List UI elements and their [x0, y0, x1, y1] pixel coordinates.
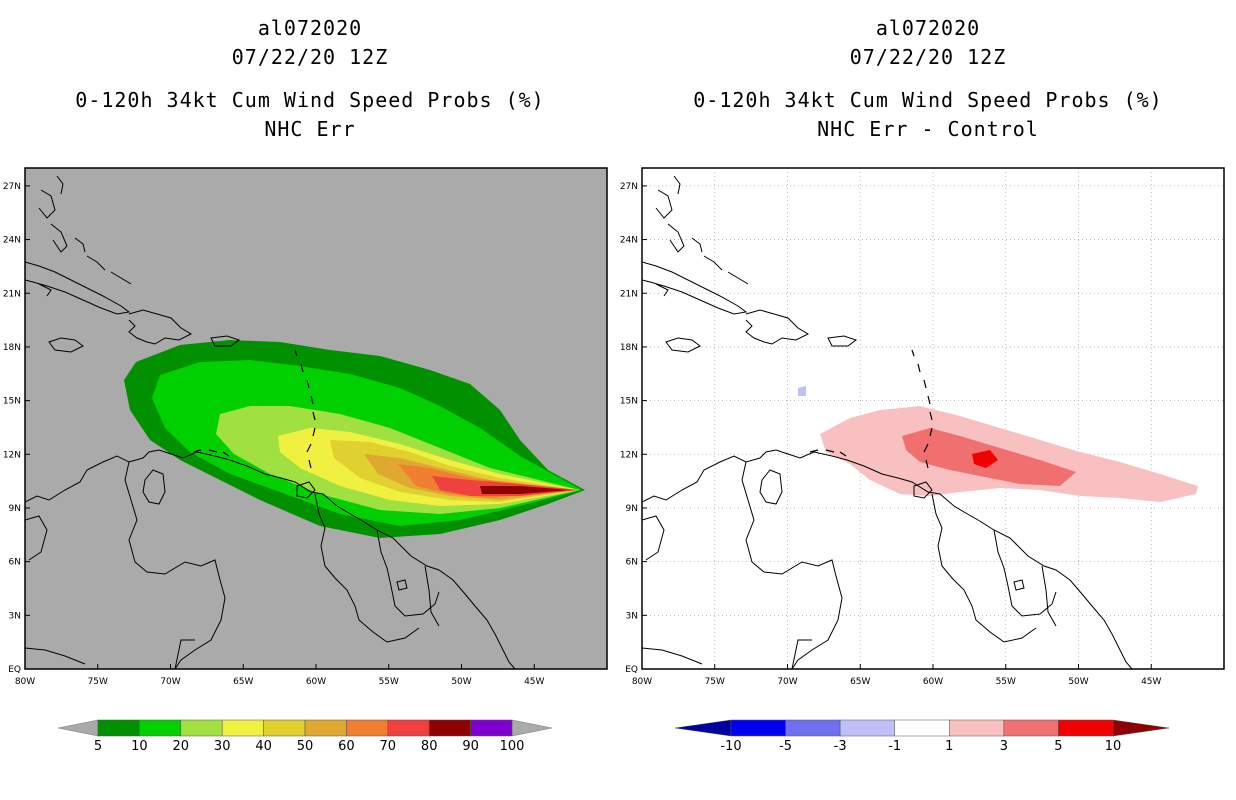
- colorbar-label: 60: [338, 739, 355, 754]
- colorbar-segment: [304, 719, 347, 737]
- lon-tick-label: 60W: [923, 677, 943, 687]
- colorbar-segment: [470, 719, 513, 737]
- colorbar-segment: [97, 719, 140, 737]
- lon-tick-label: 55W: [379, 677, 399, 687]
- axis-tick-labels: 27N 24N 21N 18N 15N 12N 9N 6N 3N EQ 80W 75W 70W 65W 60…: [3, 182, 1162, 687]
- lat-tick-label: 27N: [3, 182, 21, 192]
- colorbar-segment: [180, 719, 223, 737]
- colorbar-label: 3: [1000, 739, 1008, 754]
- lon-tick-label: 65W: [850, 677, 870, 687]
- right-panel-title: al072020 07/22/20 12Z 0-120h 34kt Cum Wi…: [618, 14, 1236, 144]
- diff-contour-plus5: [972, 450, 998, 468]
- lat-tick-label: EQ: [8, 665, 21, 675]
- colorbar-label: -1: [888, 739, 901, 754]
- colorbar-label: 70: [380, 739, 397, 754]
- colorbar-segment: [428, 719, 471, 737]
- lat-tick-label: 15N: [620, 397, 638, 407]
- right-datetime: 07/22/20 12Z: [849, 45, 1007, 69]
- lat-tick-label: 12N: [3, 450, 21, 460]
- colorbar-label: 30: [214, 739, 231, 754]
- lon-tick-label: 55W: [996, 677, 1016, 687]
- colorbar-label: 90: [462, 739, 479, 754]
- colorbar-label: 5: [94, 739, 102, 754]
- right-grid-lines: [642, 168, 1225, 669]
- lon-tick-label: 60W: [306, 677, 326, 687]
- colorbar-segment: [839, 719, 895, 737]
- lat-tick-label: 6N: [626, 558, 638, 568]
- colorbar-segment: [263, 719, 306, 737]
- left-colorbar: 5 10 20 30 40 50 60 70 80 90 100: [57, 719, 553, 754]
- colorbar-label: 40: [255, 739, 272, 754]
- lon-tick-label: 75W: [705, 677, 725, 687]
- left-storm-id: al072020: [257, 16, 363, 40]
- right-storm-id: al072020: [875, 16, 981, 40]
- colorbar-segment: [785, 719, 841, 737]
- lat-tick-label: 9N: [626, 504, 638, 514]
- lat-tick-label: 9N: [9, 504, 21, 514]
- left-datetime: 07/22/20 12Z: [231, 45, 389, 69]
- lon-tick-label: 50W: [451, 677, 471, 687]
- lat-tick-label: 27N: [620, 182, 638, 192]
- lat-tick-label: EQ: [625, 665, 638, 675]
- right-difference-contours: [642, 175, 1198, 669]
- colorbar-label: 1: [945, 739, 953, 754]
- lat-tick-label: 21N: [3, 289, 21, 299]
- colorbar-high-arrow: [511, 719, 553, 737]
- colorbar-label: 5: [1054, 739, 1062, 754]
- colorbar-low-arrow: [57, 719, 99, 737]
- lon-tick-label: 70W: [777, 677, 797, 687]
- colorbar-segment: [730, 719, 786, 737]
- lon-tick-label: 50W: [1068, 677, 1088, 687]
- lat-tick-label: 12N: [620, 450, 638, 460]
- colorbar-label: -10: [720, 739, 741, 754]
- lat-tick-label: 21N: [620, 289, 638, 299]
- colorbar-label: -3: [834, 739, 847, 754]
- colorbar-segment: [894, 719, 950, 737]
- lon-tick-label: 80W: [632, 677, 652, 687]
- lat-tick-label: 3N: [9, 611, 21, 621]
- colorbar-label: 20: [173, 739, 190, 754]
- lon-tick-label: 65W: [233, 677, 253, 687]
- lat-tick-label: 24N: [3, 236, 21, 246]
- colorbar-segment: [949, 719, 1005, 737]
- lon-tick-label: 80W: [15, 677, 35, 687]
- colorbar-segment: [346, 719, 389, 737]
- colorbar-label: 10: [131, 739, 148, 754]
- lon-tick-label: 45W: [1141, 677, 1161, 687]
- diff-contour-minus1: [798, 386, 806, 396]
- right-colorbar: -10 -5 -3 -1 1 3 5 10: [674, 719, 1170, 754]
- colorbar-high-arrow: [1112, 719, 1170, 737]
- prob-contour-80: [480, 486, 570, 494]
- colorbar-low-arrow: [674, 719, 732, 737]
- lon-tick-label: 70W: [160, 677, 180, 687]
- right-map-panel: [641, 167, 1225, 670]
- colorbar-segment: [221, 719, 264, 737]
- left-subtitle: NHC Err: [264, 117, 356, 141]
- left-map-panel: [24, 167, 608, 670]
- colorbar-label: -5: [779, 739, 792, 754]
- left-probability-contours: [25, 175, 585, 669]
- colorbar-label: 100: [500, 739, 525, 754]
- left-panel-title: al072020 07/22/20 12Z 0-120h 34kt Cum Wi…: [0, 14, 620, 144]
- colorbar-label: 80: [421, 739, 438, 754]
- right-product: 0-120h 34kt Cum Wind Speed Probs (%): [693, 88, 1163, 112]
- lat-tick-label: 6N: [9, 558, 21, 568]
- right-subtitle: NHC Err - Control: [817, 117, 1039, 141]
- lat-tick-label: 18N: [620, 343, 638, 353]
- lon-tick-label: 75W: [88, 677, 108, 687]
- colorbar-segment: [1058, 719, 1114, 737]
- left-product: 0-120h 34kt Cum Wind Speed Probs (%): [75, 88, 545, 112]
- lat-tick-label: 3N: [626, 611, 638, 621]
- lat-tick-label: 18N: [3, 343, 21, 353]
- colorbar-label: 10: [1105, 739, 1122, 754]
- lat-tick-label: 15N: [3, 397, 21, 407]
- colorbar-segment: [1003, 719, 1059, 737]
- lat-tick-label: 24N: [620, 236, 638, 246]
- colorbar-segment: [139, 719, 182, 737]
- lon-tick-label: 45W: [524, 677, 544, 687]
- colorbar-label: 50: [297, 739, 314, 754]
- colorbar-segment: [387, 719, 430, 737]
